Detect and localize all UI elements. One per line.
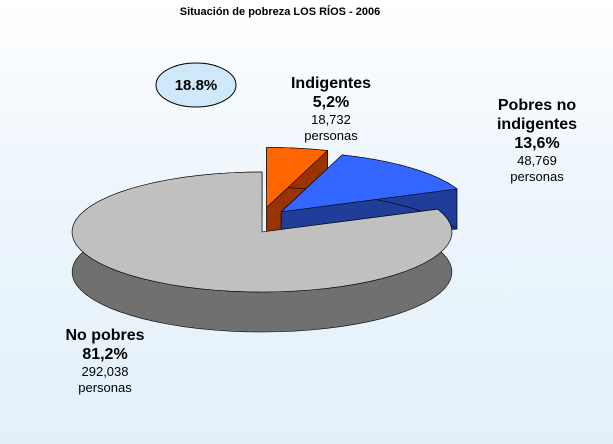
category-label: Pobres no indigentes (496, 97, 577, 133)
slice-label: Indigentes 5,2% 18,732 personas (285, 74, 377, 144)
slice (280, 154, 458, 213)
annotation-bubble (155, 62, 237, 108)
count-label: 48,769 (517, 153, 557, 168)
count-label: 292,038 (81, 364, 129, 379)
count-label: 18,732 (311, 112, 351, 127)
count-unit: personas (78, 380, 132, 395)
category-label: Indigentes (290, 75, 371, 92)
chart-title: Situación de pobreza LOS RÍOS - 2006 (179, 6, 381, 18)
slice (71, 171, 453, 293)
slice (266, 147, 329, 209)
value-label: 13,6% (514, 135, 560, 152)
category-label: No pobres (65, 327, 145, 344)
count-unit: personas (510, 169, 564, 184)
slice-label: No pobres 81,2% 292,038 personas (30, 326, 180, 396)
annotation: 18.8% (175, 77, 218, 94)
count-unit: personas (304, 128, 358, 143)
value-label: 5,2% (312, 94, 350, 111)
value-label: 81,2% (82, 346, 128, 363)
slice-label: Pobres no indigentes 13,6% 48,769 personas (478, 96, 596, 185)
